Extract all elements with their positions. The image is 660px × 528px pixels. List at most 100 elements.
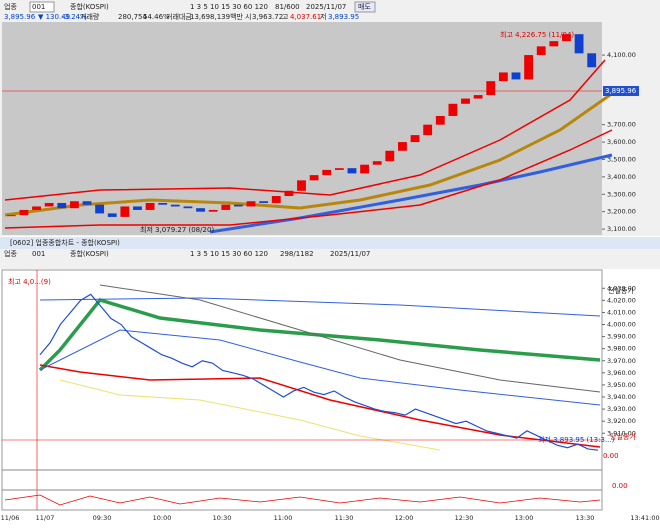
date: 2025/11/07 xyxy=(306,3,346,11)
time-label: 13:41:00 xyxy=(630,514,659,522)
ma-line xyxy=(38,297,601,372)
candle xyxy=(95,204,105,214)
date: 2025/11/07 xyxy=(330,250,370,258)
candle xyxy=(322,169,332,176)
high-annotation: 최고 4,0...(9) xyxy=(8,277,51,286)
time-label: 11/07 xyxy=(36,514,55,522)
band-yellow xyxy=(59,379,441,451)
amount-label: 거래대금 xyxy=(166,12,192,21)
y-tick-label: 3,100.00 xyxy=(607,225,636,233)
low-annotation: 최저 3,893.95 (13:3...) xyxy=(538,435,615,444)
candle xyxy=(549,41,559,47)
index-name: 종합(KOSPI) xyxy=(70,2,109,11)
code: 001 xyxy=(32,250,45,258)
candle xyxy=(398,142,407,151)
y-tick-label: 3,920.00 xyxy=(607,417,636,425)
ma-line xyxy=(209,153,613,234)
candle xyxy=(32,206,41,210)
indicator-zero: 0.00 xyxy=(603,452,619,460)
candle xyxy=(69,201,79,209)
time-label: 11/06 xyxy=(1,514,20,522)
periods[interactable]: 1 3 5 10 15 30 60 120 xyxy=(190,250,268,258)
bottom-plot xyxy=(1,269,603,511)
periods[interactable]: 1 3 5 10 15 30 60 120 xyxy=(190,3,268,11)
candle xyxy=(297,180,306,191)
sell-button[interactable] xyxy=(354,1,376,13)
open-label: 시 xyxy=(245,13,251,21)
y-tick-label: 3,300.00 xyxy=(607,190,636,198)
band-upper xyxy=(4,59,606,201)
low-annotation: 최저 3,079.27 (08/20) xyxy=(140,225,214,234)
volume-label: 거래량 xyxy=(80,12,100,21)
top-plot xyxy=(2,22,602,235)
index-name: 종합(KOSPI) xyxy=(70,249,109,258)
low-label: 저 xyxy=(320,12,326,21)
y-tick-label: 3,500.00 xyxy=(607,155,636,163)
quote-top: 3,895.96 ▼ 130.49 -3.24% 거래량 280,754 54.… xyxy=(4,12,359,21)
candle xyxy=(221,204,231,210)
candle xyxy=(347,168,357,174)
time-label: 12:00 xyxy=(395,514,414,522)
candle xyxy=(233,204,243,207)
candle xyxy=(536,46,546,56)
time-label: 13:30 xyxy=(576,514,595,522)
time-label: 10:00 xyxy=(153,514,172,522)
low: 3,893.95 xyxy=(328,13,359,21)
time-label: 09:30 xyxy=(93,514,112,522)
y-tick-label: 4,030.00 xyxy=(607,284,636,292)
candle xyxy=(208,209,218,212)
time-label: 11:30 xyxy=(335,514,354,522)
y-tick-label: 3,940.00 xyxy=(607,393,636,401)
time-label: 12:30 xyxy=(455,514,474,522)
candle xyxy=(6,215,16,217)
candle xyxy=(587,53,597,68)
sell[interactable]: 매도 xyxy=(358,3,371,11)
close-prev: 전일종가 xyxy=(608,286,634,295)
y-tick-label: 4,010.00 xyxy=(607,308,636,316)
candle xyxy=(334,168,344,170)
y-tick-label: 4,100.00 xyxy=(607,51,636,59)
candle xyxy=(183,206,193,209)
candle xyxy=(19,209,29,216)
high: 4,037.61 xyxy=(290,13,321,21)
y-tick-label: 4,020.00 xyxy=(607,296,636,304)
y-tick-label: 3,910.00 xyxy=(607,429,636,437)
volume-rate: 54.46% xyxy=(143,13,170,21)
price-line xyxy=(39,293,599,451)
current-box xyxy=(603,86,639,96)
candle xyxy=(511,72,521,80)
y-tick-label: 3,700.00 xyxy=(607,121,636,129)
volume: 280,754 xyxy=(118,13,147,21)
candle xyxy=(158,202,168,205)
count: 298/1182 xyxy=(280,250,314,258)
y-tick-label: 3,960.00 xyxy=(607,369,636,377)
candle xyxy=(410,135,420,143)
candle xyxy=(246,201,256,207)
candle xyxy=(259,201,269,203)
candle xyxy=(82,201,92,205)
candle xyxy=(486,81,496,96)
candle xyxy=(385,150,395,162)
y-tick-label: 3,200.00 xyxy=(607,208,636,216)
toolbar xyxy=(0,249,660,269)
candle xyxy=(524,55,534,80)
candle xyxy=(271,196,281,203)
candle xyxy=(435,115,445,125)
ma-line xyxy=(99,284,601,393)
change: ▼ 130.49 xyxy=(38,13,70,21)
candle xyxy=(461,98,470,104)
y-tick-label: 3,930.00 xyxy=(607,405,636,413)
ma-line xyxy=(39,297,601,317)
close-today: 당일종가 xyxy=(610,432,636,441)
time-label: 11:00 xyxy=(274,514,293,522)
candle xyxy=(372,161,382,165)
time-label: 10:30 xyxy=(213,514,232,522)
time-axis: 11/06 11/07 09:30 10:00 10:30 11:00 11:30 12:00… xyxy=(1,514,660,522)
code-box[interactable] xyxy=(29,1,55,13)
y-tick-label: 4,000.00 xyxy=(607,321,636,329)
indicator-zero: 0.00 xyxy=(612,482,628,490)
y-tick-label: 3,950.00 xyxy=(607,381,636,389)
price: 3,895.96 xyxy=(4,13,36,21)
candle xyxy=(562,34,571,42)
